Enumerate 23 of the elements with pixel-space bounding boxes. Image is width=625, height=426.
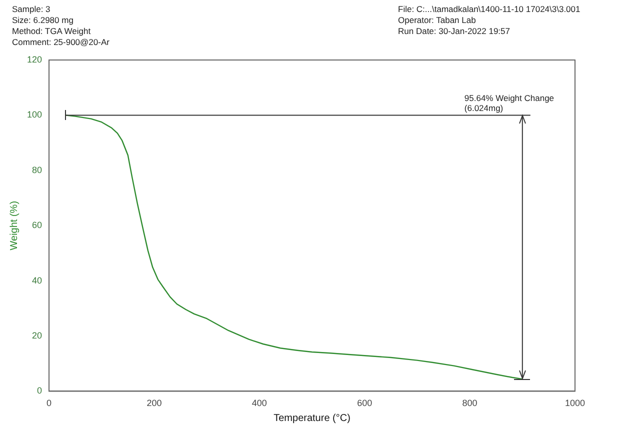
y-tick-label: 0 [37,386,42,396]
x-tick-label: 600 [357,398,372,408]
y-axis-title: Weight (%) [8,200,20,250]
text: Size: 6.2980 mg [12,15,74,26]
y-tick-label: 80 [32,164,42,175]
y-tick-label: 40 [32,275,42,286]
x-tick-label: 400 [252,398,267,408]
x-tick-label: 800 [462,398,478,408]
y-tick-label: 120 [26,54,42,64]
y-tick-label: 20 [32,330,42,340]
x-axis-title: Temperature (°C) [274,412,350,424]
ref-line-label: 95.64% Weight Change (6.024mg) [464,93,554,114]
x-tick-label: 200 [146,398,162,408]
y-tick-label: 100 [26,110,42,120]
text: Run Date: 30-Jan-2022 19:57 [398,26,511,37]
x-tick-label: 1000 [564,398,586,408]
text: Sample: 3 [12,4,52,15]
text: Method: TGA Weight [12,26,92,37]
x-tick-label: 0 [46,398,52,408]
text: File: C:...\tamadkalan\1400-11-10 17024\3\3.001 [398,4,580,15]
y-tick-label: 60 [32,220,42,230]
text: Comment: 25-900@20-Ar [12,37,110,48]
text: Operator: Taban Lab [398,15,477,26]
